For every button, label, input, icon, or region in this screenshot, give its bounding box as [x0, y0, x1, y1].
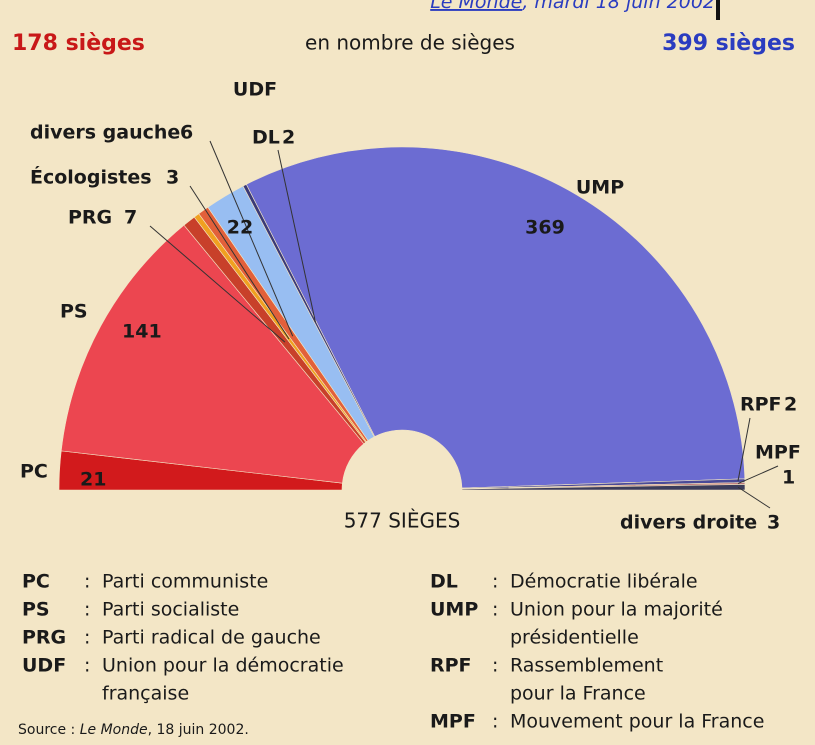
legend: PC: Parti communiste PS: Parti socialiste PR… — [22, 571, 764, 733]
segment — [461, 484, 746, 491]
legend-abbr: DL — [430, 571, 458, 593]
legend-definition: Parti communiste — [102, 571, 268, 593]
leader-line — [737, 417, 751, 481]
legend-abbr: PS — [22, 599, 50, 621]
right-total: 399 sièges — [662, 31, 795, 56]
leader-line — [277, 149, 316, 323]
legend-abbr: PC — [22, 571, 50, 593]
legend-definition: Union pour la majorité — [510, 599, 723, 621]
legend-definition: française — [102, 683, 189, 705]
legend-separator: : — [84, 571, 90, 593]
legend-definition: Parti socialiste — [102, 599, 239, 621]
segment-name: Écologistes — [30, 166, 152, 189]
segment-name: divers droite — [620, 512, 757, 534]
value-label: 6 — [180, 122, 193, 144]
legend-abbr: PRG — [22, 627, 66, 649]
leader-line — [737, 486, 771, 509]
legend-separator: : — [492, 655, 498, 677]
value-label: 2 — [784, 394, 797, 416]
legend-separator: : — [492, 599, 498, 621]
value-label: 2 — [282, 127, 295, 149]
value-label: 3 — [166, 167, 179, 189]
legend-separator: : — [492, 571, 498, 593]
value-label: 22 — [227, 217, 253, 239]
segment-name: UMP — [576, 177, 624, 199]
legend-abbr: UMP — [430, 599, 478, 621]
legend-separator: : — [84, 655, 90, 677]
segment — [60, 224, 365, 484]
left-total: 178 sièges — [12, 31, 145, 56]
segment — [245, 146, 746, 489]
segment-name: UDF — [233, 79, 277, 101]
center-label: 577 SIÈGES — [344, 509, 461, 533]
legend-separator: : — [84, 627, 90, 649]
leader-line — [189, 185, 290, 340]
leader-line — [209, 140, 294, 337]
legend-definition: Rassemblement — [510, 655, 663, 677]
segment-name: PS — [60, 301, 88, 323]
source: Source : Le Monde, 18 juin 2002. — [18, 722, 249, 738]
legend-definition: pour la France — [510, 683, 646, 705]
header-source: Le Monde, mardi 18 juin 2002 — [430, 0, 715, 13]
legend-definition: Mouvement pour la France — [510, 711, 764, 733]
segment-name: divers gauche — [30, 122, 180, 144]
hemicycle — [58, 146, 746, 491]
legend-definition: Union pour la démocratie — [102, 655, 344, 677]
source-rest: , 18 juin 2002. — [148, 722, 249, 738]
value-label: 21 — [80, 469, 106, 491]
segment-name: DL — [252, 127, 280, 149]
legend-definition: Démocratie libérale — [510, 571, 698, 593]
value-label: 1 — [782, 467, 795, 489]
source-prefix: Source : — [18, 722, 80, 738]
segment-name: PRG — [68, 207, 112, 229]
legend-separator: : — [84, 599, 90, 621]
segment-name: RPF — [740, 394, 782, 416]
source-italic: Le Monde — [80, 722, 148, 738]
header-rest: , mardi 18 juin 2002 — [522, 0, 715, 13]
legend-definition: Parti radical de gauche — [102, 627, 321, 649]
chart-title: en nombre de sièges — [305, 31, 515, 55]
header-bar — [716, 0, 720, 20]
value-label: 3 — [767, 512, 780, 534]
leader-line — [737, 465, 779, 485]
segment-name: MPF — [755, 442, 801, 464]
legend-abbr: UDF — [22, 655, 66, 677]
value-label: 141 — [122, 321, 162, 343]
legend-definition: présidentielle — [510, 627, 639, 649]
legend-abbr: RPF — [430, 655, 472, 677]
legend-abbr: MPF — [430, 711, 476, 733]
value-label: 7 — [124, 207, 137, 229]
leader-line — [149, 225, 286, 343]
value-label: 369 — [525, 217, 565, 239]
legend-separator: : — [492, 711, 498, 733]
segment-name: PC — [20, 461, 48, 483]
header-italic: Le Monde — [430, 0, 522, 13]
